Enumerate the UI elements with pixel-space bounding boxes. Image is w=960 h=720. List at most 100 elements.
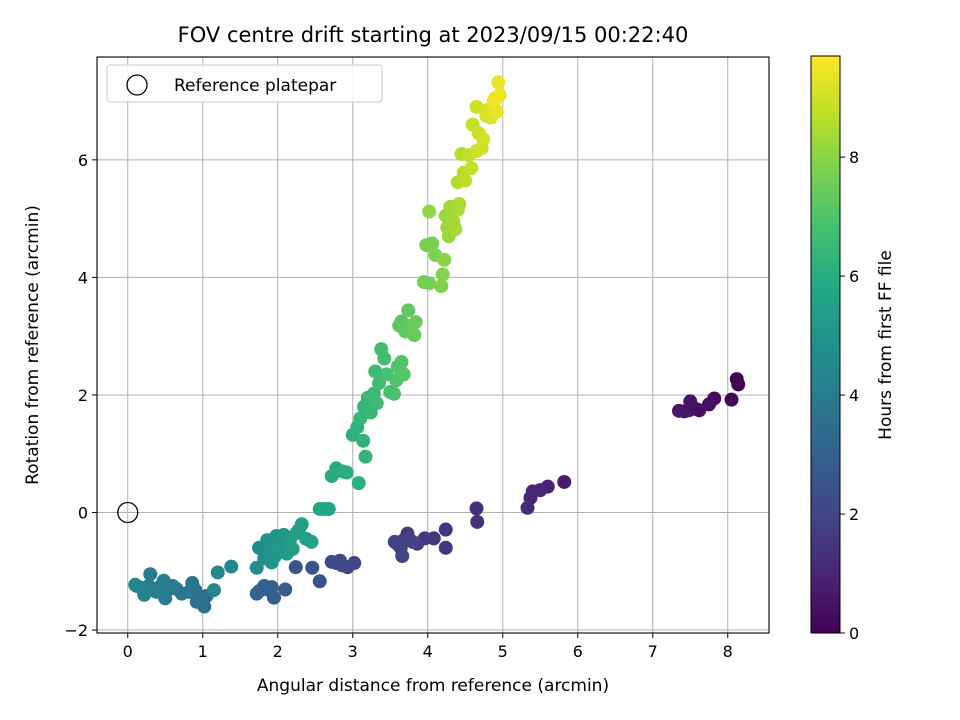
scatter-point [339,465,354,480]
colorbar-tick-label: 6 [849,267,859,286]
scatter-point [285,541,300,556]
x-tick-label: 6 [573,642,583,661]
scatter-point [356,433,371,448]
scatter-point [165,578,180,593]
scatter-point [437,252,452,267]
plot-frame [96,56,770,634]
scatter-point [249,560,264,575]
colorbar-tick-label: 4 [849,386,859,405]
colorbar-tick-label: 8 [849,148,859,167]
scatter-point [448,222,463,237]
legend-label-reference-platepar: Reference platepar [174,76,336,96]
scatter-point [358,449,373,464]
scatter-point [452,196,467,211]
scatter-point [368,364,383,379]
scatter-point [422,276,437,291]
scatter-point [438,522,453,537]
colorbar-label: Hours from first FF file [876,250,896,440]
x-tick-label: 5 [498,642,508,661]
scatter-point [399,531,414,546]
scatter-point [369,396,384,411]
scatter-point [312,574,327,589]
scatter-point [224,559,239,574]
scatter-point [408,315,423,330]
scatter-point [489,104,504,119]
scatter-point [335,558,350,573]
x-axis-ticks: 0 1 2 3 4 5 6 7 8 [123,633,733,661]
colorbar-tick-label: 0 [849,624,859,643]
y-axis-label: Rotation from reference (arcmin) [23,205,43,485]
scatter-point [438,540,453,555]
scatter-point [486,94,501,109]
x-tick-label: 3 [348,642,358,661]
y-tick-label: 4 [78,268,88,287]
y-tick-label: 0 [78,504,88,523]
colorbar: 0 2 4 6 8 Hours from first FF file [810,55,896,643]
scatter-point [269,529,284,544]
x-tick-label: 2 [273,642,283,661]
scatter-point [387,534,402,549]
x-tick-label: 8 [723,642,733,661]
scatter-point [143,567,158,582]
colorbar-gradient [810,55,841,634]
scatter-point [470,514,485,529]
scatter-point [464,161,479,176]
chart-title: FOV centre drift starting at 2023/09/15 … [178,23,689,47]
scatter-point [395,549,410,564]
scatter-point [520,500,535,515]
scatter-point [407,328,422,343]
scatter-point [692,403,707,418]
scatter-point [210,565,225,580]
scatter-point [264,580,279,595]
y-tick-label: −2 [64,621,88,640]
scatter-point [458,173,473,188]
y-tick-label: 6 [78,151,88,170]
legend: Reference platepar [106,64,383,103]
scatter-point [288,560,303,575]
scatter-point [305,560,320,575]
x-tick-label: 7 [648,642,658,661]
scatter-point [351,476,366,491]
reference-marker [117,501,139,524]
scatter-point [377,351,392,366]
colorbar-ticks: 0 2 4 6 8 [840,148,859,643]
scatter-points [128,75,746,614]
y-tick-label: 2 [78,386,88,405]
scatter-point [672,403,686,418]
scatter-point [387,386,401,401]
scatter-point [304,534,319,549]
scatter-point [731,377,746,392]
scatter-point [724,392,739,407]
colorbar-tick-label: 2 [849,505,859,524]
scatter-point [207,583,221,598]
scatter-point [401,303,416,318]
scatter-point [476,132,491,147]
scatter-point [469,501,484,516]
scatter-point [435,267,450,282]
reference-platepar-point [117,501,139,524]
scatter-point [249,586,264,601]
scatter-point [353,411,368,426]
x-axis-label: Angular distance from reference (arcmin) [257,676,609,696]
scatter-point [491,75,506,90]
scatter-point [396,367,411,382]
scatter-point [419,238,434,253]
scatter-point [324,554,339,569]
grid [97,57,769,633]
scatter-point [394,355,409,370]
scatter-point [321,501,336,516]
scatter-point [278,582,293,597]
scatter-point [291,523,306,538]
scatter-point [434,279,449,294]
legend-reference-marker [126,74,148,96]
scatter-point [128,577,143,592]
scatter-point [469,99,484,114]
x-tick-label: 0 [123,642,133,661]
y-axis-ticks: −2 0 2 4 6 [64,151,97,640]
x-tick-label: 1 [198,642,208,661]
scatter-point [422,204,437,219]
scatter-point [557,474,572,489]
legend-box [106,64,383,103]
x-tick-label: 4 [423,642,433,661]
